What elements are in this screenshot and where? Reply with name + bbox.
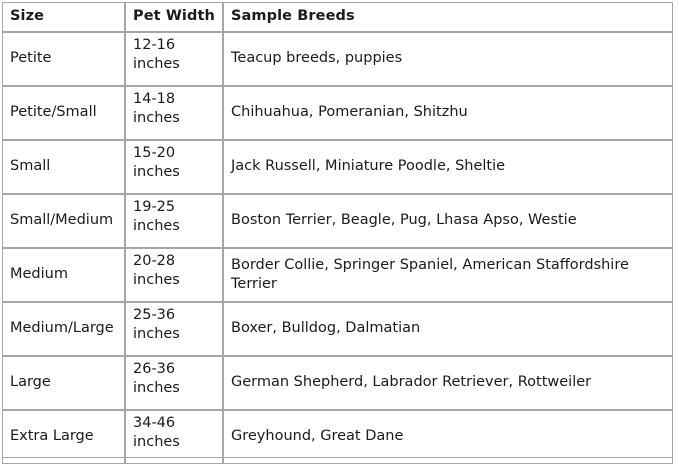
cell-size: Extra Large xyxy=(2,410,125,464)
table-row: Petite 12-16 inches Teacup breeds, puppi… xyxy=(2,32,673,86)
cell-size: Petite xyxy=(2,32,125,86)
cell-size: Medium xyxy=(2,248,125,302)
cell-pet-width: 19-25 inches xyxy=(125,194,223,248)
pet-width-unit: inches xyxy=(133,380,180,397)
cell-pet-width: 26-36 inches xyxy=(125,356,223,410)
cell-sample-breeds: Boston Terrier, Beagle, Pug, Lhasa Apso,… xyxy=(223,194,673,248)
table-row: Large 26-36 inches German Shepherd, Labr… xyxy=(2,356,673,410)
table-row: Medium/Large 25-36 inches Boxer, Bulldog… xyxy=(2,302,673,356)
pet-width-unit: inches xyxy=(133,434,180,451)
cell-sample-breeds: German Shepherd, Labrador Retriever, Rot… xyxy=(223,356,673,410)
table-row: Small/Medium 19-25 inches Boston Terrier… xyxy=(2,194,673,248)
pet-width-unit: inches xyxy=(133,326,180,343)
pet-width-range: 25-36 xyxy=(133,307,176,323)
table-row: Petite/Small 14-18 inches Chihuahua, Pom… xyxy=(2,86,673,140)
column-header-sample-breeds: Sample Breeds xyxy=(223,2,673,32)
cell-size: Petite/Small xyxy=(2,86,125,140)
pet-width-unit: inches xyxy=(133,56,180,73)
pet-width-unit: inches xyxy=(133,218,180,235)
pet-width-range: 12-16 xyxy=(133,37,176,53)
pet-width-unit: inches xyxy=(133,164,180,181)
table-row: Medium 20-28 inches Border Collie, Sprin… xyxy=(2,248,673,302)
cell-sample-breeds: Chihuahua, Pomeranian, Shitzhu xyxy=(223,86,673,140)
pet-width-range: 14-18 xyxy=(133,91,176,107)
pet-width-unit: inches xyxy=(133,272,180,289)
table-header: Size Pet Width Sample Breeds xyxy=(2,2,673,32)
cell-pet-width: 14-18 inches xyxy=(125,86,223,140)
cell-sample-breeds: Jack Russell, Miniature Poodle, Sheltie xyxy=(223,140,673,194)
table-body: Petite 12-16 inches Teacup breeds, puppi… xyxy=(2,32,673,464)
cell-sample-breeds: Border Collie, Springer Spaniel, America… xyxy=(223,248,673,302)
pet-width-range: 20-28 xyxy=(133,253,176,269)
table-row: Small 15-20 inches Jack Russell, Miniatu… xyxy=(2,140,673,194)
cell-pet-width: 34-46 inches xyxy=(125,410,223,464)
pet-width-range: 15-20 xyxy=(133,145,176,161)
column-header-size: Size xyxy=(2,2,125,32)
cell-pet-width: 25-36 inches xyxy=(125,302,223,356)
cell-pet-width: 12-16 inches xyxy=(125,32,223,86)
cell-sample-breeds: Greyhound, Great Dane xyxy=(223,410,673,464)
cell-size: Small/Medium xyxy=(2,194,125,248)
pet-width-unit: inches xyxy=(133,110,180,127)
column-header-pet-width: Pet Width xyxy=(125,2,223,32)
cell-sample-breeds: Teacup breeds, puppies xyxy=(223,32,673,86)
table-bottom-rule xyxy=(2,457,673,458)
cell-pet-width: 20-28 inches xyxy=(125,248,223,302)
pet-width-range: 34-46 xyxy=(133,415,176,431)
pet-width-range: 19-25 xyxy=(133,199,176,215)
pet-width-range: 26-36 xyxy=(133,361,176,377)
cell-size: Medium/Large xyxy=(2,302,125,356)
cell-size: Large xyxy=(2,356,125,410)
cell-size: Small xyxy=(2,140,125,194)
table-header-row: Size Pet Width Sample Breeds xyxy=(2,2,673,32)
table-row: Extra Large 34-46 inches Greyhound, Grea… xyxy=(2,410,673,464)
cell-pet-width: 15-20 inches xyxy=(125,140,223,194)
cell-sample-breeds: Boxer, Bulldog, Dalmatian xyxy=(223,302,673,356)
